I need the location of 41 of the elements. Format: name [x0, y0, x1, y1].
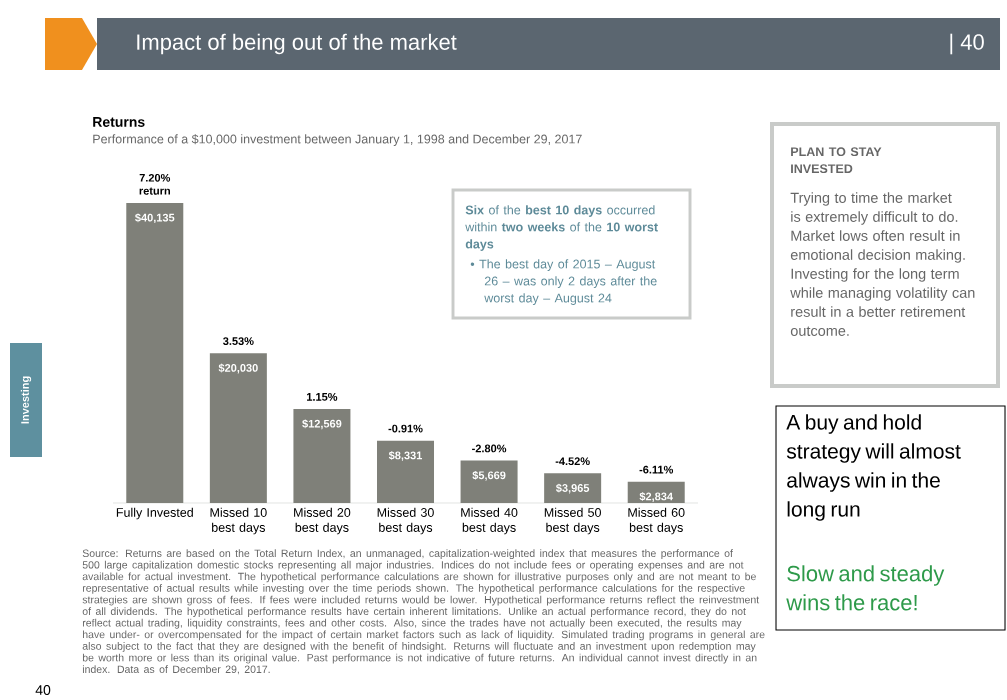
bar	[293, 409, 351, 503]
data-label: $3,965	[555, 483, 590, 494]
annotation: -2.80%	[472, 444, 507, 453]
bar	[126, 202, 184, 503]
x-tick-label: Fully Invested	[116, 507, 193, 520]
data-label: $20,030	[218, 363, 258, 374]
annotation: -4.52%	[555, 457, 590, 466]
chart-title: Returns	[93, 117, 145, 127]
chart-subtitle: Performance of a $10,000 investment between January 1, 1998 and December 29, 2017	[93, 134, 582, 146]
text: Trying to time the market is extremely difficult to do. Market lows often result in emotional decision making. Investing for the long term while managing volatility can result in a better retirement outcome.	[790, 192, 975, 336]
annotation: -6.11%	[639, 465, 674, 474]
text: A buy and hold strategy will almost always win in the long run	[786, 414, 961, 521]
annotation: 7.20% return	[139, 173, 171, 195]
x-tick-label: Missed 50 best days	[544, 507, 601, 535]
text: Impact of being out of the market	[137, 33, 457, 55]
data-label: $8,331	[388, 451, 423, 461]
text: Six of the best 10 days occurred within two weeks of the 10 worst days	[465, 205, 658, 251]
text: | 40	[950, 33, 984, 55]
annotation: 1.15%	[307, 393, 338, 401]
text: Source: Returns are based on the Total Return Index, an unmanaged, capitalization-weighted index that measures the performance of 500 large capitalization domestic stocks representing all major industries. Indices do not include fees or operating expenses and are not available for actual investment. The hypothetical performance calculations are shown for illustrative purposes only and are not meant to be representative of actual results while investing over the time periods shown. The hypothetical performance calculations for the respective strategies are shown gross of fees. If fees were included returns would be lower. Hypothetical performance returns reflect the reinvestment of all dividends. The hypothetical performance results have certain inherent limitations. Unlike an actual performance record, they do not reflect actual trading, liquidity constraints, fees and other costs. Also, since the trades have not actually been executed, the results may have under- or overcompensated for the impact of certain market factors such as lack of liquidity. Simulated trading programs in general are also subject to the fact that they are designed with the benefit of hindsight. Returns will fluctuate and an investment upon redemption may be worth more or less than its original value. Past performance is not indicative of future returns. An individual cannot invest directly in an index. Data as of December 29, 2017.	[82, 549, 765, 675]
data-label: $2,834	[639, 492, 673, 502]
bar	[627, 481, 685, 503]
bar	[209, 353, 267, 503]
data-label: $12,569	[302, 419, 342, 430]
x-tick-label: Missed 20 best days	[294, 507, 351, 535]
data-label: $5,669	[472, 470, 506, 481]
x-tick-label: Missed 30 best days	[377, 507, 434, 535]
x-tick-label: Missed 60 best days	[628, 507, 685, 535]
annotation: 3.53%	[223, 337, 254, 346]
x-tick-label: Missed 40 best days	[461, 507, 518, 535]
text: PLAN TO STAY INVESTED	[791, 147, 882, 174]
x-tick-label: Missed 10 best days	[210, 507, 267, 535]
bar	[544, 473, 602, 503]
bar	[377, 440, 435, 503]
annotation: -0.91%	[388, 424, 423, 433]
annotation: • The best day of 2015 – August 26 – was only 2 days after the worst day – August 24	[470, 259, 657, 305]
data-label: $40,135	[135, 213, 175, 224]
text: 40	[35, 685, 51, 695]
text: Slow and steady wins the race!	[786, 565, 945, 611]
text: Investing	[20, 376, 32, 424]
bar	[460, 460, 518, 503]
